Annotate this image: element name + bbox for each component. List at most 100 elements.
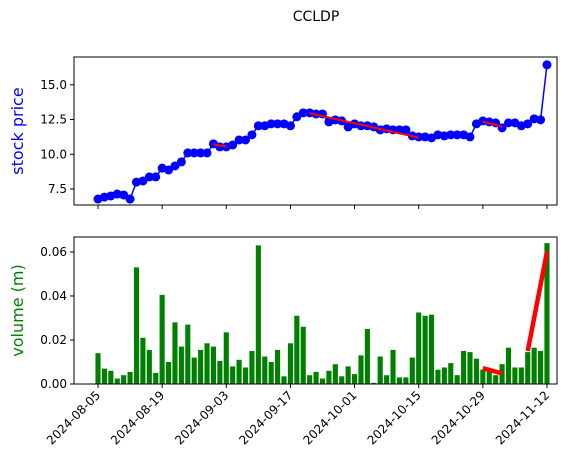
price-marker xyxy=(446,130,456,140)
y-tick-label: 10.0 xyxy=(40,147,67,161)
bar xyxy=(473,358,479,384)
bar xyxy=(371,382,377,384)
price-marker xyxy=(189,148,199,158)
bar xyxy=(178,346,184,384)
bar xyxy=(351,374,358,384)
y-axis-label: volume (m) xyxy=(8,264,27,356)
bar xyxy=(364,328,370,384)
price-marker xyxy=(542,60,552,70)
bar xyxy=(339,376,345,384)
bar xyxy=(313,371,319,384)
figure-title: CCLDP xyxy=(293,9,340,25)
bar xyxy=(345,366,351,384)
trend-line xyxy=(482,120,503,128)
bar xyxy=(531,347,537,384)
x-tick-label: 2024-08-05 xyxy=(44,388,103,447)
bar xyxy=(326,370,332,384)
bar xyxy=(518,367,524,384)
bar xyxy=(422,315,428,384)
bar xyxy=(319,378,326,384)
bar xyxy=(486,370,492,384)
bar xyxy=(287,343,293,384)
bar xyxy=(377,356,383,384)
bar xyxy=(281,376,287,384)
x-tick-label: 2024-09-17 xyxy=(236,388,295,447)
y-tick-label: 15.0 xyxy=(40,78,67,92)
bar xyxy=(435,369,441,384)
bar xyxy=(108,370,114,384)
bar xyxy=(133,267,140,384)
bar xyxy=(416,312,422,384)
bar xyxy=(140,337,146,384)
bar xyxy=(268,361,274,384)
price-line xyxy=(97,64,548,201)
price-marker xyxy=(164,165,174,175)
bar xyxy=(230,366,236,384)
x-tick-label: 2024-09-03 xyxy=(172,388,231,447)
x-tick-label: 2024-10-29 xyxy=(429,388,488,447)
price-marker xyxy=(196,148,206,158)
bar xyxy=(249,350,255,384)
bar xyxy=(358,355,364,384)
y-tick-label: 0.04 xyxy=(40,289,67,303)
y-tick-label: 7.5 xyxy=(48,182,67,196)
bar xyxy=(409,357,415,384)
trend-line xyxy=(525,251,550,352)
x-tick-label: 2024-10-01 xyxy=(300,388,359,447)
trend-line xyxy=(482,365,503,376)
price-marker xyxy=(536,115,546,125)
bar xyxy=(396,377,403,384)
bar xyxy=(300,326,306,384)
bar xyxy=(428,314,435,384)
bar xyxy=(204,343,210,384)
price-marker xyxy=(241,135,251,145)
price-marker xyxy=(285,121,295,131)
price-marker xyxy=(523,119,533,129)
price-marker xyxy=(298,108,308,118)
price-marker xyxy=(234,135,244,145)
price-marker xyxy=(452,130,462,140)
x-tick-label: 2024-10-15 xyxy=(365,388,424,447)
bar xyxy=(275,349,281,384)
bar xyxy=(255,245,261,384)
bar xyxy=(384,375,390,384)
trend-line xyxy=(213,143,227,148)
price-marker xyxy=(401,125,411,135)
bar xyxy=(210,346,217,384)
y-tick-label: 0.00 xyxy=(40,377,67,391)
price-marker xyxy=(119,190,129,200)
bar xyxy=(262,356,268,384)
y-tick-label: 0.02 xyxy=(40,333,67,347)
price-marker xyxy=(465,132,475,142)
bar xyxy=(512,367,518,384)
price-marker xyxy=(183,148,193,158)
price-marker xyxy=(138,176,148,186)
bar xyxy=(505,347,512,384)
bar xyxy=(185,324,191,384)
bar xyxy=(146,349,152,384)
x-tick-label: 2024-08-19 xyxy=(108,388,167,447)
bar xyxy=(191,357,197,384)
bar xyxy=(198,349,204,384)
price-marker xyxy=(176,157,186,167)
bar xyxy=(217,360,223,384)
bar xyxy=(454,375,460,384)
bar xyxy=(95,353,101,384)
bar xyxy=(236,359,242,384)
bar xyxy=(525,352,531,384)
bar xyxy=(153,372,159,384)
price-marker xyxy=(170,161,180,171)
bar xyxy=(294,315,300,384)
trend-line xyxy=(309,112,419,139)
bar xyxy=(544,243,550,384)
bar xyxy=(223,332,229,384)
bar xyxy=(448,363,454,384)
price-marker xyxy=(266,119,276,129)
x-tick-label: 2024-11-12 xyxy=(493,388,552,447)
bar xyxy=(390,349,396,384)
y-tick-label: 12.5 xyxy=(40,113,67,127)
price-marker xyxy=(202,148,212,158)
bar xyxy=(127,371,133,384)
bar xyxy=(114,378,120,384)
